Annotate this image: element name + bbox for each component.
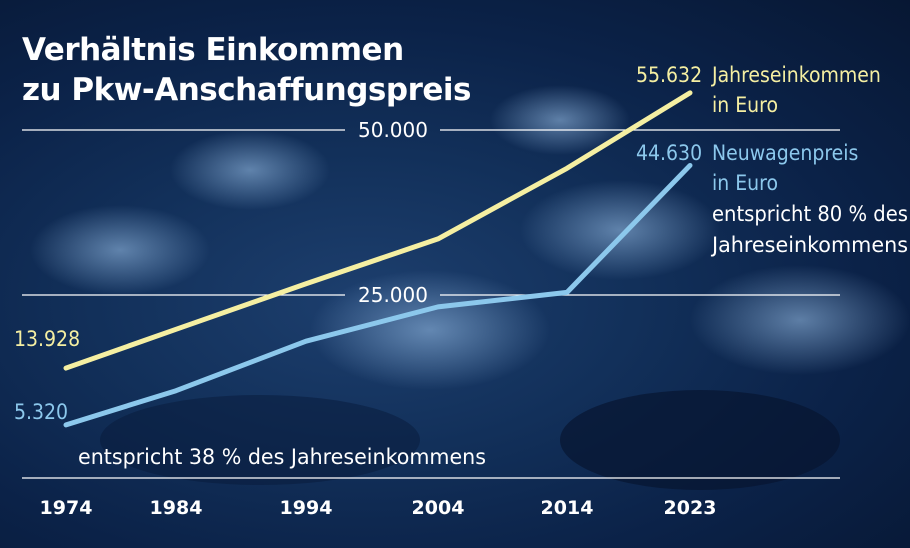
car-end-label: 44.630 <box>636 141 702 165</box>
income-name-line-1: Jahreseinkommen <box>711 63 881 87</box>
x-tick-label-5: 2023 <box>664 497 717 519</box>
income-end-label: 55.632 <box>636 63 702 87</box>
x-tick-label-4: 2014 <box>541 497 594 519</box>
annotation-end-line-1: entspricht 80 % des <box>712 202 908 226</box>
series-lines <box>63 90 693 428</box>
title-line-1: Verhältnis Einkommen <box>22 32 404 68</box>
y-tick-label-0: 25.000 <box>358 283 428 307</box>
income-name-line-2: in Euro <box>712 93 778 117</box>
annotation-end-line-2: Jahreseinkommens <box>711 233 908 257</box>
x-tick-label-0: 1974 <box>40 497 93 519</box>
title-line-2: zu Pkw-Anschaffungspreis <box>22 72 471 108</box>
income-start-label: 13.928 <box>14 327 80 351</box>
chart-labels: 25.000 50.000 1974 1984 1994 2004 2014 2023 13.9… <box>14 63 908 519</box>
annotation-start: entspricht 38 % des Jahreseinkommens <box>78 445 486 469</box>
x-tick-label-3: 2004 <box>412 497 465 519</box>
gridlines <box>22 129 840 479</box>
car-name-line-2: in Euro <box>712 171 778 195</box>
car-name-line-1: Neuwagenpreis <box>712 141 858 165</box>
series-line-1 <box>63 162 693 428</box>
x-tick-label-1: 1984 <box>150 497 203 519</box>
series-line-0 <box>63 90 693 371</box>
chart-title: Verhältnis Einkommen zu Pkw-Anschaffungs… <box>22 30 471 110</box>
car-start-label: 5.320 <box>14 400 68 424</box>
y-tick-label-1: 50.000 <box>358 118 428 142</box>
x-tick-label-2: 1994 <box>280 497 333 519</box>
